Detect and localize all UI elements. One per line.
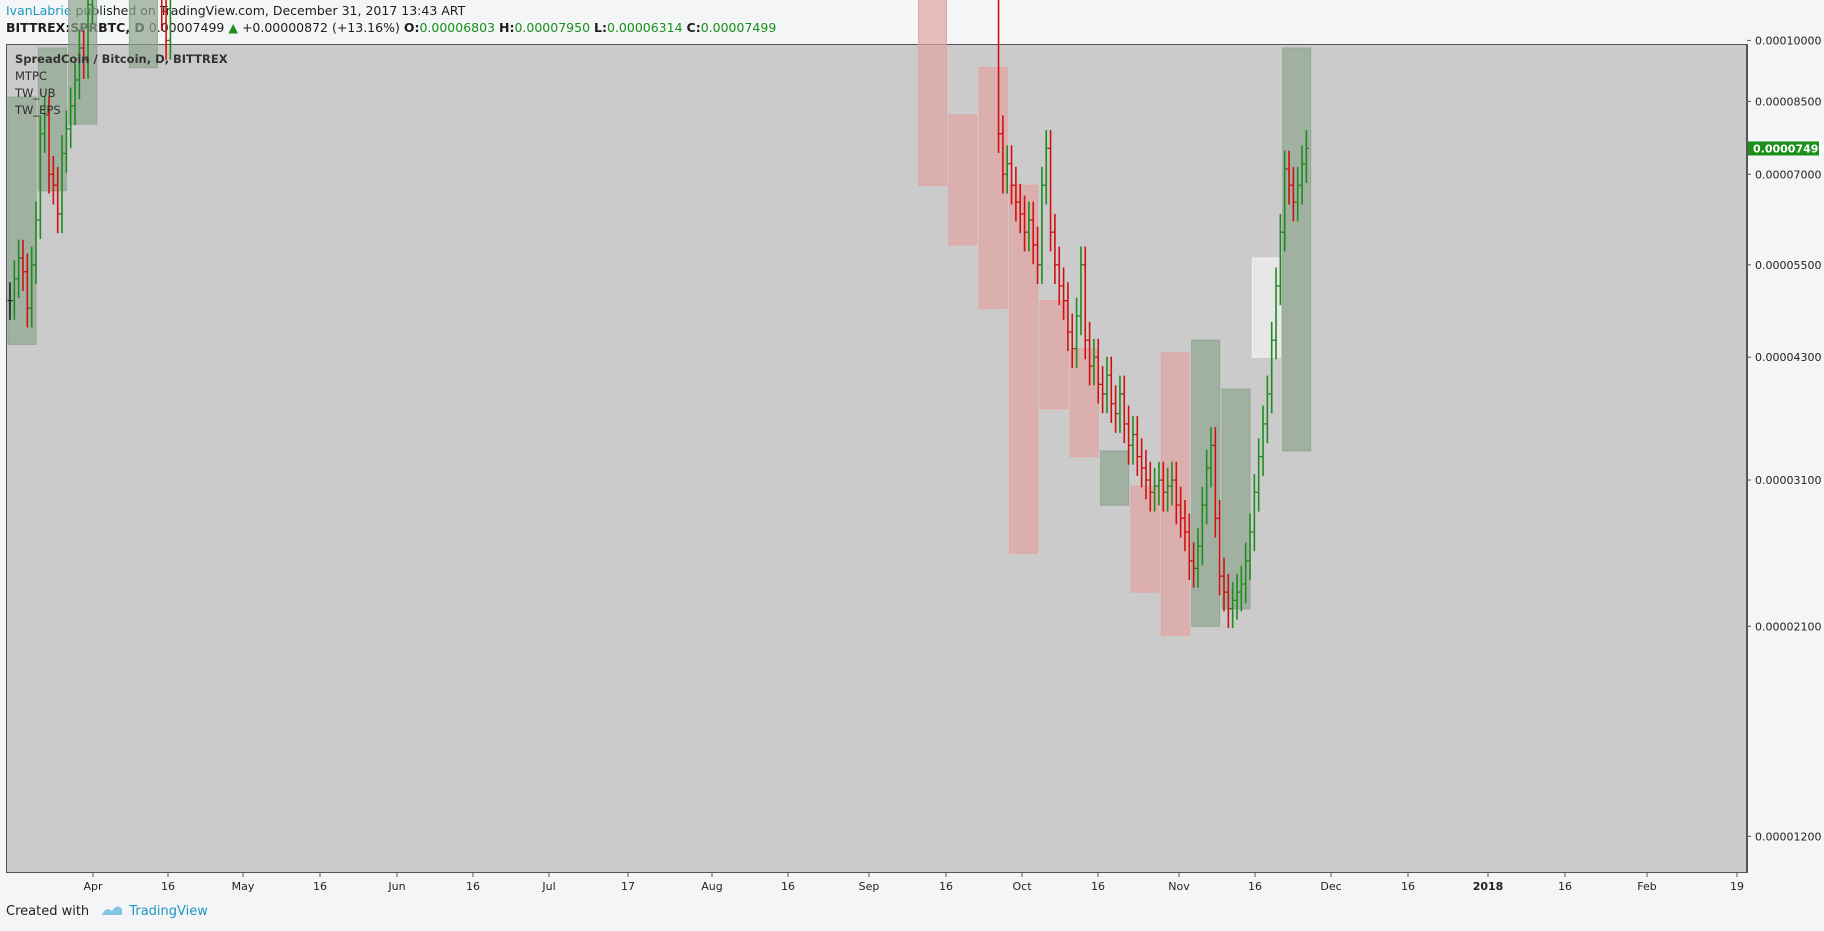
- time-tick-label: 16: [1558, 880, 1572, 893]
- time-tick-label: Dec: [1320, 880, 1341, 893]
- weekly-box: [1009, 184, 1039, 554]
- symbol-info: BITTREX:SPRBTC, D 0.00007499 ▲ +0.000008…: [6, 20, 776, 35]
- time-tick-label: Jul: [541, 880, 555, 893]
- time-tick-label: 16: [1401, 880, 1415, 893]
- time-tick-label: Nov: [1168, 880, 1190, 893]
- publish-text: published on TradingView.com, December 3…: [71, 3, 466, 18]
- time-tick-label: Feb: [1637, 880, 1656, 893]
- low-label: L:: [594, 20, 607, 35]
- time-tick-label: 16: [313, 880, 327, 893]
- weekly-box: [1282, 47, 1312, 452]
- price-tick-label: 0.00002100: [1755, 620, 1821, 633]
- time-tick-label: Aug: [701, 880, 722, 893]
- price-change: +0.00000872 (+13.16%): [241, 20, 400, 35]
- publish-info: IvanLabrie published on TradingView.com,…: [6, 3, 465, 18]
- open-value: 0.00006803: [419, 20, 496, 35]
- footer: Created with TradingView: [6, 904, 208, 919]
- time-tick-label: Sep: [859, 880, 880, 893]
- price-tick-label: 0.00010000: [1755, 34, 1821, 47]
- legend-study-tw-ub[interactable]: TW_UB: [15, 86, 56, 100]
- daily-bars: [7, 0, 1309, 629]
- last-price-tag: 0.00007499: [1748, 141, 1824, 156]
- up-arrow-icon: ▲: [228, 20, 238, 35]
- legend-study-tw-eps[interactable]: TW_EPS: [15, 103, 61, 117]
- open-label: O:: [403, 20, 420, 35]
- time-tick-label: Oct: [1012, 880, 1032, 893]
- price-tick-label: 0.00007000: [1755, 168, 1821, 181]
- last-price-tag-label: 0.00007499: [1753, 142, 1824, 155]
- price-tick-label: 0.00003100: [1755, 474, 1821, 487]
- weekly-box: [1100, 450, 1130, 506]
- time-tick-label: 2018: [1473, 880, 1504, 893]
- tradingview-link[interactable]: TradingView: [129, 904, 208, 919]
- weekly-boxes: [7, 0, 1312, 636]
- legend-study-mtpc[interactable]: MTPC: [15, 69, 47, 83]
- price-axis-labels: 0.000900000.000800000.000700000.00060000…: [1747, 34, 1821, 843]
- time-axis-labels: Apr 16 May 16 Jun 16 Jul 17 Aug 16 Sep 16 Oct 16 Nov 16…: [83, 873, 1744, 893]
- legend-title: SpreadCoin / Bitcoin, D, BITTREX: [15, 52, 228, 66]
- time-tick-label: 16: [1248, 880, 1262, 893]
- weekly-box: [1160, 352, 1190, 636]
- time-tick-label: 16: [781, 880, 795, 893]
- time-tick-label: May: [232, 880, 255, 893]
- weekly-box: [128, 0, 158, 69]
- time-axis[interactable]: [6, 873, 1747, 899]
- chart-legend: SpreadCoin / Bitcoin, D, BITTREX MTPC TW…: [15, 51, 228, 119]
- close-value: 0.00007499: [700, 20, 777, 35]
- weekly-box: [918, 0, 947, 186]
- time-tick-label: 19: [1730, 880, 1744, 893]
- price-tick-label: 0.00001200: [1755, 830, 1821, 843]
- time-tick-label: 16: [939, 880, 953, 893]
- author-link[interactable]: IvanLabrie: [6, 3, 72, 18]
- time-tick-label: 16: [1091, 880, 1105, 893]
- time-tick-label: Apr: [83, 880, 103, 893]
- time-tick-label: Jun: [387, 880, 405, 893]
- price-tick-label: 0.00005500: [1755, 259, 1821, 272]
- high-label: H:: [499, 20, 515, 35]
- price-axis[interactable]: [1747, 44, 1819, 873]
- weekly-box: [948, 114, 978, 246]
- price-tick-label: 0.00004300: [1755, 351, 1821, 364]
- time-tick-label: 16: [466, 880, 480, 893]
- time-tick-label: 16: [161, 880, 175, 893]
- time-tick-label: 17: [621, 880, 635, 893]
- tradingview-logo-icon: [102, 906, 123, 915]
- created-with-text: Created with: [6, 904, 90, 919]
- last-price-tag-bg: [1748, 141, 1819, 156]
- last-price: 0.00007499: [148, 20, 225, 35]
- price-tick-label: 0.00008500: [1755, 95, 1821, 108]
- low-value: 0.00006314: [606, 20, 683, 35]
- chart-pane[interactable]: [6, 44, 1747, 873]
- high-value: 0.00007950: [514, 20, 591, 35]
- close-label: C:: [686, 20, 701, 35]
